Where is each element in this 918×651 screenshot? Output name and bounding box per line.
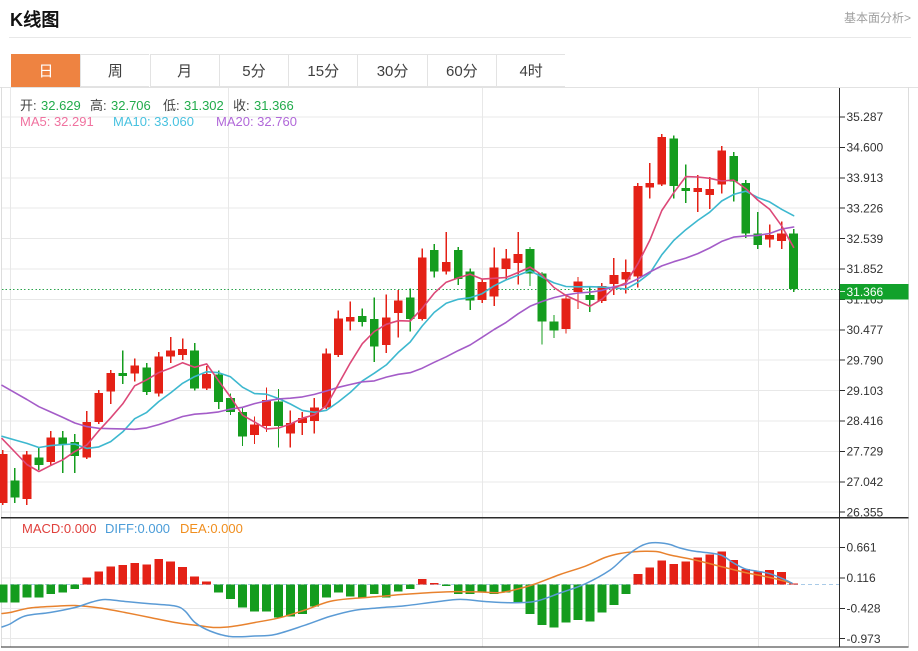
- svg-text:MA5: 32.291: MA5: 32.291: [20, 114, 94, 129]
- svg-text:MA10: 33.060: MA10: 33.060: [113, 114, 194, 129]
- svg-text:31.366: 31.366: [847, 285, 884, 299]
- svg-text:28.416: 28.416: [847, 414, 884, 428]
- svg-text:26.355: 26.355: [847, 505, 884, 519]
- svg-text:33.913: 33.913: [847, 171, 884, 185]
- svg-text:32.706: 32.706: [111, 98, 151, 113]
- svg-text:-0.428: -0.428: [847, 602, 881, 616]
- svg-text:高:: 高:: [90, 98, 107, 113]
- svg-text:29.103: 29.103: [847, 384, 884, 398]
- svg-text:33.226: 33.226: [847, 201, 884, 215]
- svg-text:27.042: 27.042: [847, 475, 884, 489]
- svg-text:0.661: 0.661: [847, 541, 877, 555]
- svg-text:MA20: 32.760: MA20: 32.760: [216, 114, 297, 129]
- svg-text:低:: 低:: [163, 98, 180, 113]
- svg-text:31.366: 31.366: [254, 98, 294, 113]
- svg-text:30.477: 30.477: [847, 323, 884, 337]
- svg-text:开:: 开:: [20, 98, 37, 113]
- svg-text:DIFF:0.000: DIFF:0.000: [105, 521, 170, 536]
- svg-text:27.729: 27.729: [847, 445, 884, 459]
- svg-text:31.302: 31.302: [184, 98, 224, 113]
- svg-text:收:: 收:: [233, 98, 250, 113]
- svg-text:35.287: 35.287: [847, 110, 884, 124]
- svg-text:29.790: 29.790: [847, 353, 884, 367]
- svg-text:32.539: 32.539: [847, 232, 884, 246]
- svg-text:-0.973: -0.973: [847, 632, 881, 646]
- svg-text:0.116: 0.116: [847, 571, 876, 585]
- svg-text:DEA:0.000: DEA:0.000: [180, 521, 243, 536]
- svg-text:MACD:0.000: MACD:0.000: [22, 521, 96, 536]
- svg-text:34.600: 34.600: [847, 141, 884, 155]
- svg-text:32.629: 32.629: [41, 98, 81, 113]
- svg-text:31.852: 31.852: [847, 262, 884, 276]
